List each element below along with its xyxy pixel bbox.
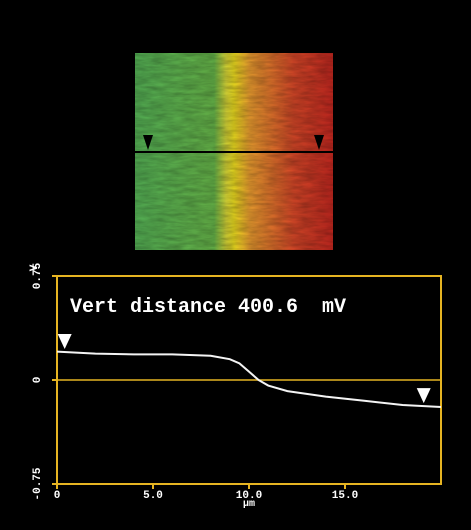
- x-tick-label: 10.0: [236, 490, 262, 502]
- x-tick-label: 5.0: [143, 490, 163, 502]
- y-tick-label: 0: [32, 377, 44, 384]
- image-map: [135, 53, 333, 250]
- chart: Vert distance 400.6 mV V µm -0.7500.7505…: [0, 0, 471, 525]
- x-tick-label: 15.0: [332, 490, 358, 502]
- x-tick-label: 0: [54, 490, 61, 502]
- y-tick-label: -0.75: [32, 467, 44, 500]
- annotation: Vert distance 400.6 mV: [70, 296, 346, 319]
- y-tick-label: 0.75: [32, 262, 44, 289]
